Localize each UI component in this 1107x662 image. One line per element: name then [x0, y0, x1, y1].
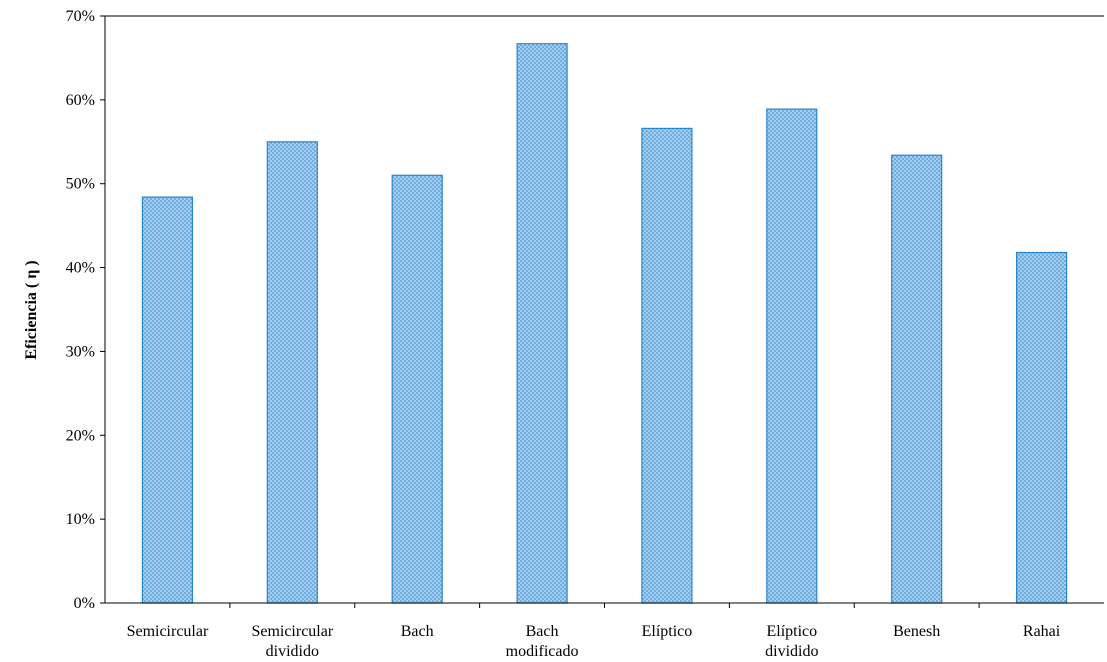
axes-layer — [104, 15, 1104, 608]
bar-0 — [141, 196, 193, 604]
x-category-label: Bach — [401, 623, 434, 640]
x-category-label-line: Semicircular — [127, 623, 209, 640]
x-category-label-line: modificado — [506, 643, 579, 660]
x-category-label: Semicircular dividido — [251, 623, 333, 660]
y-tick-label: 50% — [66, 176, 95, 193]
x-category-label: Elíptico — [642, 623, 693, 640]
x-category-label: Rahai — [1023, 623, 1061, 640]
y-tick-label: 70% — [66, 8, 95, 25]
x-category-label-line: Elíptico — [766, 623, 817, 640]
y-axis-title: Eficiencia ( η ) — [23, 260, 40, 359]
x-category-label-line: Elíptico — [642, 623, 693, 640]
bar-3 — [516, 43, 568, 604]
bar-4 — [641, 127, 693, 604]
y-tick-label: 40% — [66, 260, 95, 277]
x-category-label: Elíptico dividido — [765, 623, 818, 660]
y-tick-label: 20% — [66, 427, 95, 444]
x-category-label-line: dividido — [765, 643, 818, 660]
y-tick-label: 0% — [74, 595, 95, 612]
bar-7 — [1015, 251, 1068, 604]
y-ticks: 0% 10% 20% 30% 40% 50% 60% 70% — [66, 8, 105, 612]
bar-6 — [891, 154, 943, 604]
x-category-label-line: Bach — [526, 623, 559, 640]
x-category-label-line: dividido — [266, 643, 319, 660]
x-category-label: Semicircular — [127, 623, 209, 640]
bar-2 — [391, 174, 443, 604]
x-category-label-line: Rahai — [1023, 623, 1061, 640]
x-category-label: Benesh — [893, 623, 940, 640]
x-category-label-line: Semicircular — [251, 623, 333, 640]
y-tick-label: 60% — [66, 92, 95, 109]
x-category-label: Bach modificado — [506, 623, 579, 660]
y-tick-label: 30% — [66, 343, 95, 360]
bar-1 — [266, 141, 318, 604]
bars-layer — [141, 43, 1068, 604]
y-tick-label: 10% — [66, 511, 95, 528]
x-category-label-line: Bach — [401, 623, 434, 640]
bar-5 — [766, 108, 818, 604]
x-category-label-line: Benesh — [893, 623, 940, 640]
